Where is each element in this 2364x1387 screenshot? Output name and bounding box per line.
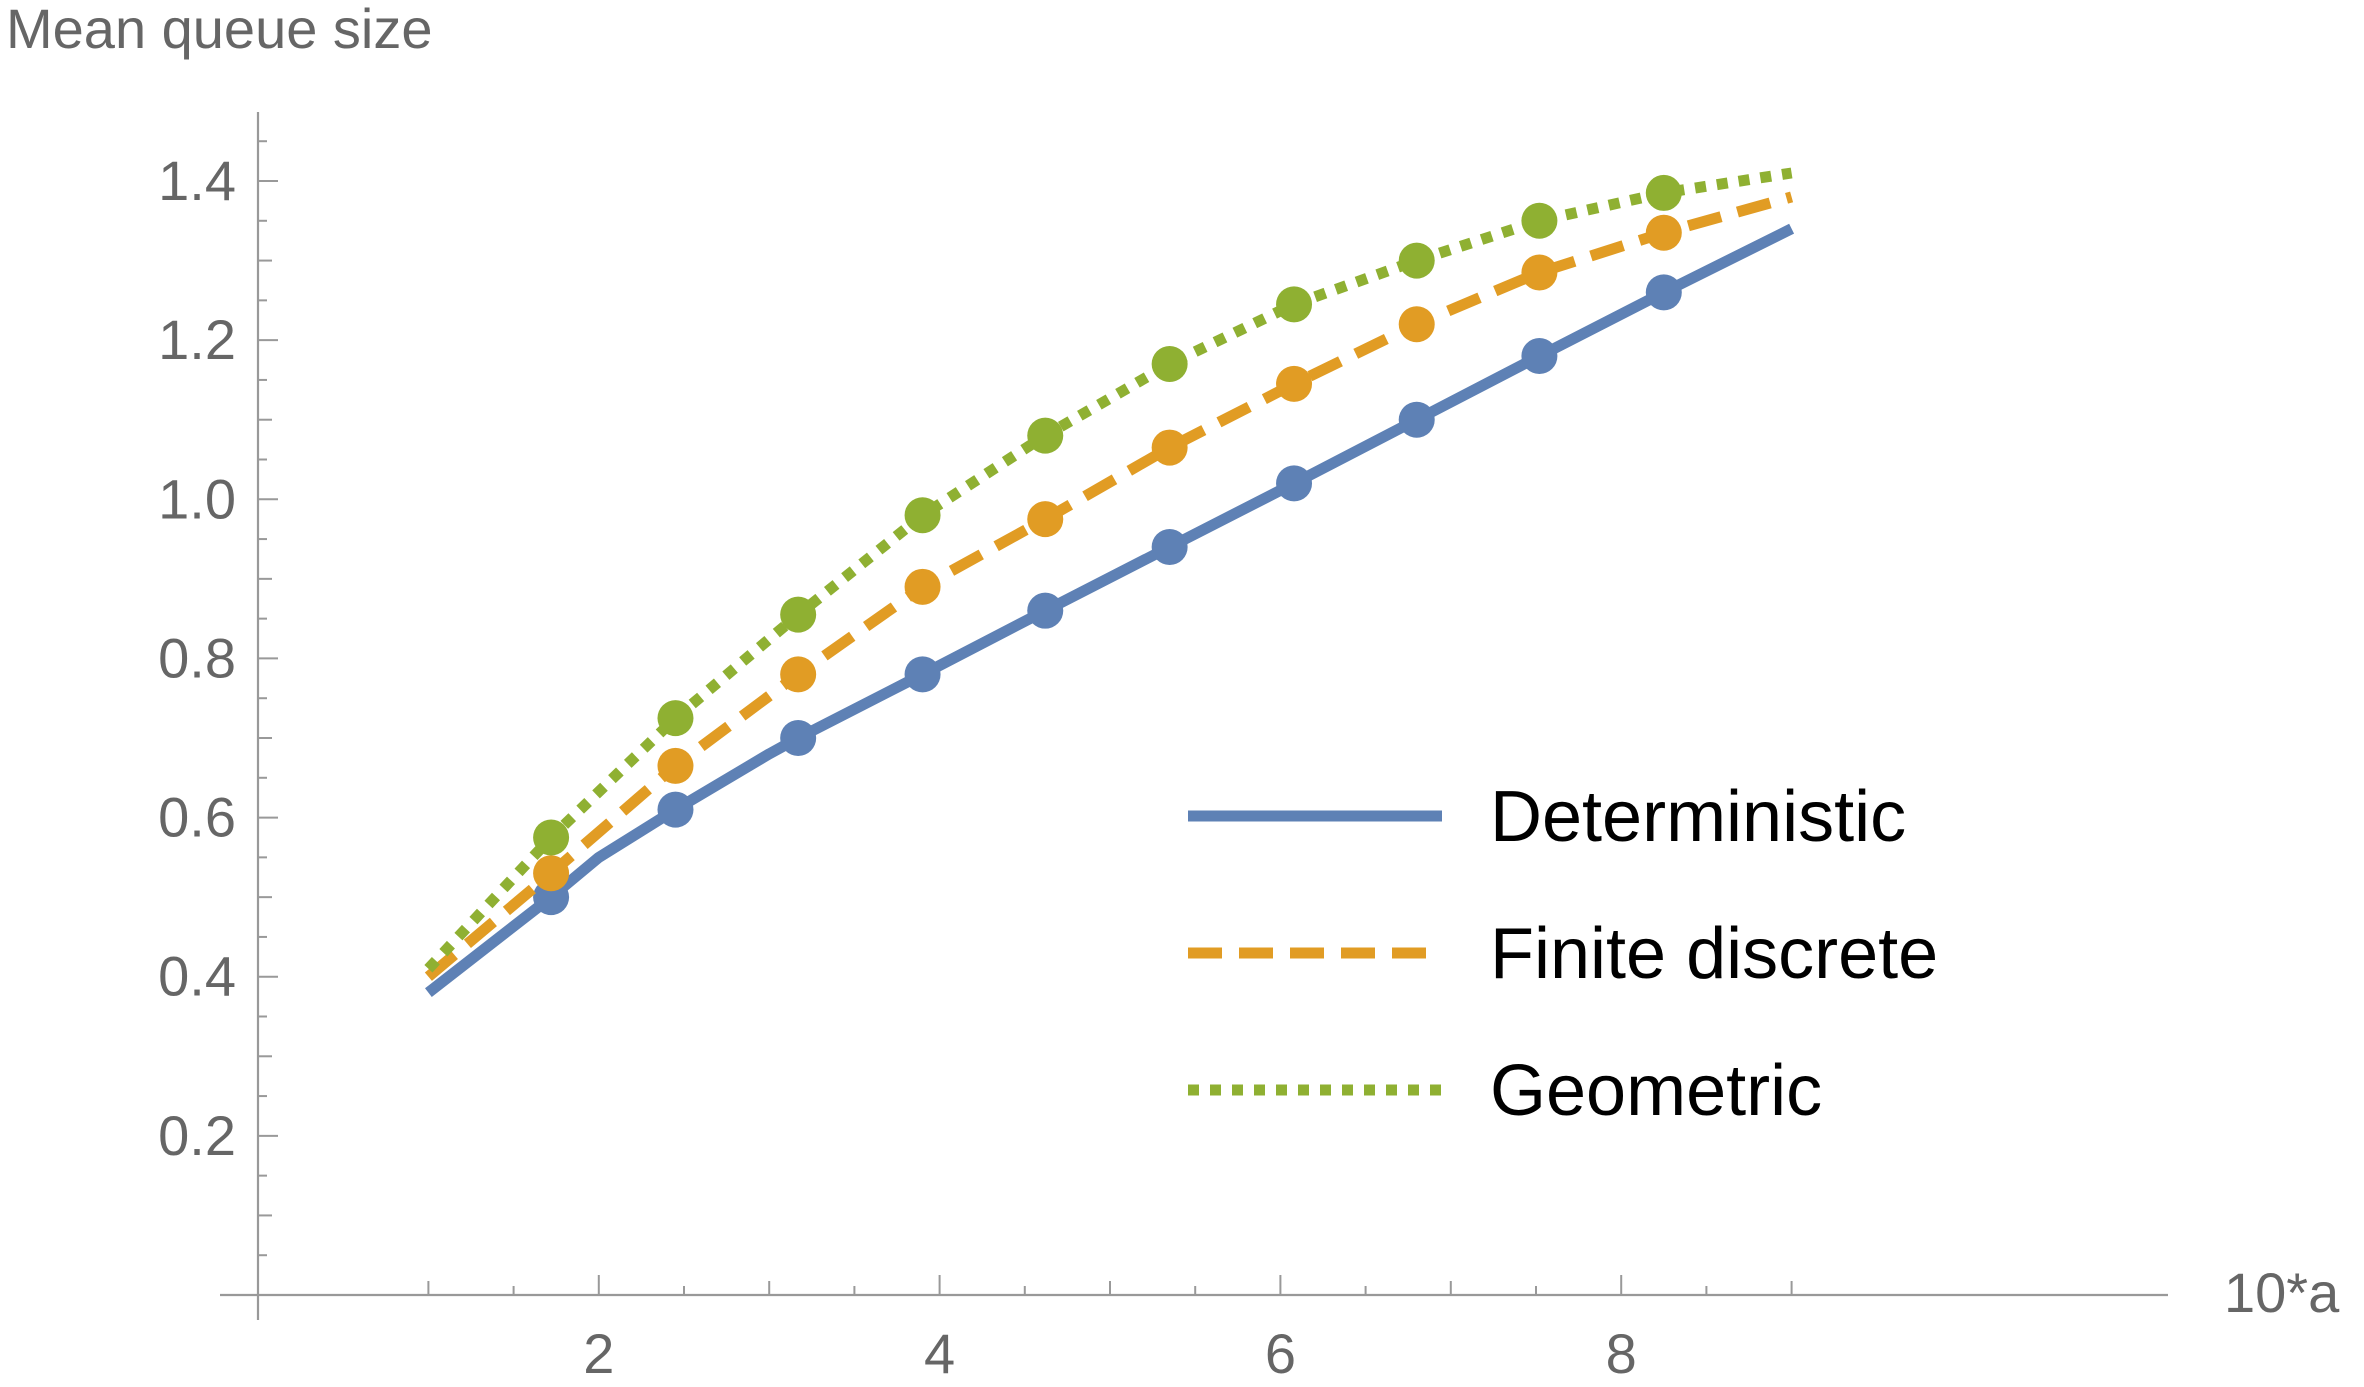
data-point [780,596,817,633]
data-point [1645,274,1682,311]
series-line [424,191,1794,981]
y-tick-label: 1.2 [158,308,236,371]
data-point [1521,202,1558,239]
data-point [657,700,694,737]
data-point [1276,465,1313,502]
legend-label: Finite discrete [1490,914,1938,994]
legend-label: Geometric [1490,1051,1822,1131]
y-tick-label: 0.4 [158,945,236,1008]
data-point [904,497,941,534]
data-point [1645,214,1682,251]
y-tick-label: 0.2 [158,1104,236,1167]
data-point [1398,242,1435,279]
y-axis-title: Mean queue size [6,0,433,60]
legend-item: Finite discrete [1188,914,1938,994]
data-point [1027,501,1064,538]
data-point [1398,401,1435,438]
series-geometric [424,167,1793,973]
data-point [1521,254,1558,291]
x-tick-label: 4 [924,1322,955,1385]
series-finite-discrete [424,191,1794,981]
y-tick-label: 0.8 [158,626,236,689]
x-axis-title: 10*a [2224,1261,2340,1324]
y-tick-label: 1.4 [158,149,236,212]
x-tick-label: 6 [1265,1322,1296,1385]
y-tick-label: 1.0 [158,467,236,530]
data-point [533,819,570,856]
data-point [657,791,694,828]
data-point [1276,286,1313,323]
data-point [1398,306,1435,343]
data-point [1027,592,1064,629]
data-point [1151,429,1188,466]
x-tick-label: 2 [583,1322,614,1385]
data-point [1276,365,1313,402]
y-tick-label: 0.6 [158,786,236,849]
data-point [904,656,941,693]
data-point [657,747,694,784]
data-point [1151,529,1188,566]
series-deterministic [425,223,1795,997]
axes: 2 4 6 8 0.2 0.4 0.6 0.8 1.0 1.2 1.4 [158,112,2168,1385]
data-point [780,720,817,756]
data-point [1027,417,1064,454]
data-point [780,656,817,693]
legend-item: Deterministic [1188,777,1906,857]
series-layer [424,167,1795,997]
data-point [1151,346,1188,383]
legend: Deterministic Finite discrete Geometric [1188,777,1938,1131]
data-point [1521,338,1558,375]
data-point [904,568,941,605]
data-point [1645,174,1682,211]
series-line [424,167,1793,973]
x-tick-label: 8 [1606,1322,1637,1385]
series-line [425,223,1795,997]
legend-item: Geometric [1188,1051,1822,1131]
legend-label: Deterministic [1490,777,1906,857]
data-point [533,855,570,892]
